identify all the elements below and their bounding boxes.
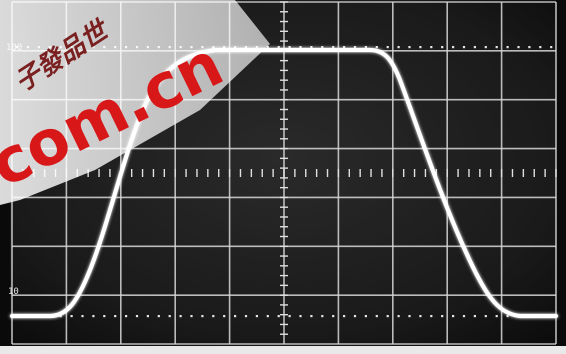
center-axis-ticks — [11, 1, 557, 335]
reference-dot — [310, 46, 313, 49]
reference-dot — [484, 315, 487, 318]
reference-dot — [364, 315, 367, 318]
reference-dot — [332, 46, 335, 49]
reference-dot — [550, 46, 553, 49]
reference-dot — [103, 315, 106, 318]
reference-dot — [135, 315, 139, 318]
reference-dot — [114, 315, 117, 318]
reference-dot — [201, 315, 204, 318]
reference-dot — [462, 46, 466, 49]
reference-dot — [539, 46, 542, 49]
reference-dot — [419, 46, 422, 49]
reference-dot — [321, 46, 324, 49]
reference-dot — [310, 315, 313, 318]
reference-dot — [408, 315, 411, 318]
reference-dot — [266, 46, 269, 49]
reference-dot — [92, 315, 95, 318]
reference-dot — [343, 315, 346, 318]
reference-dot — [430, 315, 433, 318]
reference-dot — [397, 315, 400, 318]
reference-dot — [299, 46, 302, 49]
reference-dot — [386, 315, 389, 318]
reference-dot — [441, 46, 444, 49]
reference-dot — [353, 46, 357, 49]
reference-dot — [244, 315, 248, 318]
reference-dot — [517, 46, 520, 49]
reference-dot — [506, 315, 509, 318]
reference-dot — [70, 315, 73, 318]
screen-bezel-right — [556, 0, 566, 354]
reference-dot — [146, 315, 149, 318]
reference-dot — [321, 315, 324, 318]
reference-dot — [364, 46, 367, 49]
reference-dot — [419, 315, 422, 318]
reference-dot — [528, 46, 531, 49]
reference-dot — [332, 315, 335, 318]
reference-dot — [375, 46, 378, 49]
reference-dot — [462, 315, 466, 318]
reference-dot — [277, 315, 280, 318]
reference-dot — [223, 315, 226, 318]
reference-dot — [168, 315, 171, 318]
reference-dot — [452, 315, 455, 318]
reference-dot — [484, 46, 487, 49]
reference-dot — [125, 315, 128, 318]
reference-dot — [506, 46, 509, 49]
reference-dot — [473, 315, 476, 318]
reference-dot — [190, 315, 193, 318]
reference-dot — [343, 46, 346, 49]
reference-dot — [212, 315, 215, 318]
reference-dot — [81, 315, 84, 318]
reference-dot — [397, 46, 400, 49]
lower-reference-label: 10 — [8, 287, 19, 297]
reference-dot — [288, 46, 291, 49]
reference-dot — [277, 46, 280, 49]
reference-dot — [452, 46, 455, 49]
reference-dot — [495, 315, 498, 318]
reference-dot — [59, 315, 62, 318]
reference-dot — [408, 46, 411, 49]
watermark-overlay-band — [0, 0, 270, 205]
reference-dot — [441, 315, 444, 318]
reference-dot — [473, 46, 476, 49]
reference-dot — [495, 46, 498, 49]
watermark: 子發品世 com.cn — [0, 0, 270, 205]
reference-dot — [179, 315, 182, 318]
reference-dot — [386, 46, 389, 49]
reference-dot — [288, 315, 291, 318]
reference-dot — [353, 315, 357, 318]
reference-dot — [157, 315, 160, 318]
reference-dot — [430, 46, 433, 49]
reference-dot — [234, 315, 237, 318]
screen-bezel-bottom — [0, 346, 566, 354]
reference-dot — [255, 315, 258, 318]
reference-dot — [375, 315, 378, 318]
reference-dot — [266, 315, 269, 318]
reference-dot — [299, 315, 302, 318]
